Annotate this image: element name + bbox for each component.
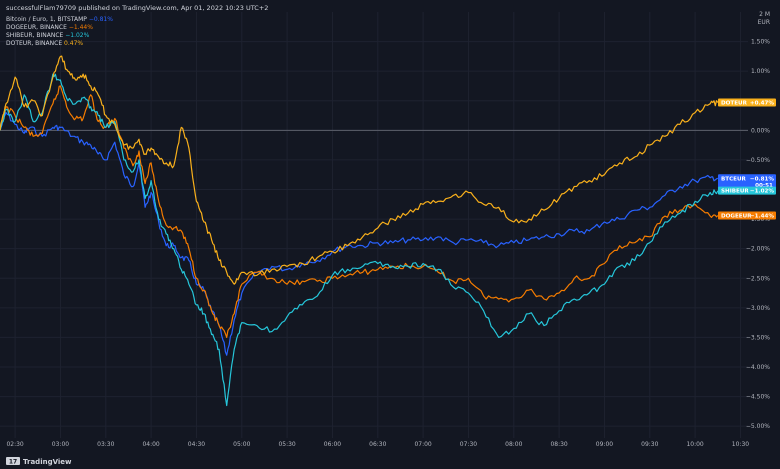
x-tick-label: 09:00 <box>596 441 613 448</box>
x-tick-label: 06:30 <box>369 441 386 448</box>
x-tick-label: 10:30 <box>732 441 749 448</box>
price-tag-symbol: BTCEUR <box>721 176 747 182</box>
x-tick-label: 04:00 <box>142 441 159 448</box>
y-tick-label: −4.50% <box>746 394 770 401</box>
price-tag-value: −1.02% <box>750 189 774 195</box>
x-tick-label: 05:00 <box>233 441 250 448</box>
legend-value: −1.44% <box>69 24 93 31</box>
y-tick-label: −5.00% <box>746 423 770 430</box>
legend-label: SHIBEUR, BINANCE <box>6 32 65 39</box>
legend-item-shibeur[interactable]: SHIBEUR, BINANCE −1.02% <box>6 32 90 39</box>
legend-value: −0.81% <box>89 16 113 23</box>
x-tick-label: 09:30 <box>641 441 658 448</box>
price-tag-value: −1.44% <box>750 214 774 220</box>
x-tick-label: 03:30 <box>97 441 114 448</box>
series-line-doteur[interactable] <box>0 55 719 285</box>
price-tag-bg <box>718 174 776 189</box>
x-tick-label: 08:00 <box>505 441 522 448</box>
legend[interactable]: Bitcoin / Euro, 1, BITSTAMP −0.81%DOGEEU… <box>6 16 113 47</box>
legend-item-dogeeur[interactable]: DOGEEUR, BINANCE −1.44% <box>6 24 93 31</box>
series-layer <box>0 55 719 407</box>
y-tick-label: −2.50% <box>746 275 770 282</box>
y-tick-label: −0.50% <box>746 157 770 164</box>
series-line-dogeeur[interactable] <box>0 85 719 338</box>
price-tag-symbol: DOGEEUR <box>721 214 752 220</box>
price-tag-value: +0.47% <box>750 101 774 107</box>
bar-countdown: 00:51 <box>755 183 773 189</box>
x-tick-label: 10:00 <box>686 441 703 448</box>
x-tick-label: 07:00 <box>414 441 431 448</box>
legend-item-btceur[interactable]: Bitcoin / Euro, 1, BITSTAMP −0.81% <box>6 16 113 23</box>
y-tick-label: −2.00% <box>746 246 770 253</box>
price-tag-symbol: SHIBEUR <box>721 189 749 195</box>
legend-label: DOTEUR, BINANCE <box>6 40 64 47</box>
price-tag-bg <box>718 98 776 107</box>
price-tag-dogeeur: DOGEEUR−1.44% <box>718 211 776 220</box>
x-tick-label: 03:00 <box>52 441 69 448</box>
x-tick-label: 07:30 <box>460 441 477 448</box>
axis-unit-bottom: EUR <box>758 19 770 26</box>
x-tick-label: 04:30 <box>188 441 205 448</box>
price-tag-value: −0.81% <box>750 176 774 182</box>
tradingview-logo-icon <box>6 457 20 465</box>
price-tag-doteur: DOTEUR +0.47% <box>718 98 776 107</box>
legend-label: Bitcoin / Euro, 1, BITSTAMP <box>6 16 89 23</box>
legend-item-doteur[interactable]: DOTEUR, BINANCE 0.47% <box>6 40 83 47</box>
publisher-line: successfulFlam79709 published on Trading… <box>6 4 268 12</box>
y-tick-label: −4.00% <box>746 364 770 371</box>
time-axis[interactable]: 02:30 03:00 03:30 04:00 04:30 05:00 05:30 06:00… <box>6 441 749 448</box>
axis-unit-top: 2 M <box>759 11 770 18</box>
price-tag-bg <box>718 211 776 220</box>
x-tick-label: 08:30 <box>550 441 567 448</box>
price-tag-shibeur: SHIBEUR −1.02% <box>718 186 776 195</box>
legend-value: −1.02% <box>65 32 89 39</box>
price-tag-symbol: DOTEUR <box>721 101 748 107</box>
x-tick-label: 06:00 <box>324 441 341 448</box>
y-tick-label: 1.00% <box>751 68 770 75</box>
tradingview-footer[interactable]: 17 TradingView <box>6 457 72 466</box>
y-tick-label: 0.00% <box>751 127 770 134</box>
x-tick-label: 05:30 <box>278 441 295 448</box>
y-tick-label: −3.50% <box>746 334 770 341</box>
y-tick-label: 1.50% <box>751 39 770 46</box>
series-line-shibeur[interactable] <box>0 73 719 407</box>
tradingview-logo-glyph: 17 <box>9 459 17 466</box>
legend-label: DOGEEUR, BINANCE <box>6 24 69 31</box>
grid <box>0 12 748 438</box>
y-tick-label: −3.00% <box>746 305 770 312</box>
y-tick-label: −1.50% <box>746 216 770 223</box>
legend-value: 0.47% <box>64 40 83 47</box>
x-tick-label: 02:30 <box>6 441 23 448</box>
price-tag-btceur: BTCEUR −0.81%00:51 <box>718 174 776 189</box>
tradingview-brand: TradingView <box>23 458 72 466</box>
price-tag-bg <box>718 186 776 195</box>
